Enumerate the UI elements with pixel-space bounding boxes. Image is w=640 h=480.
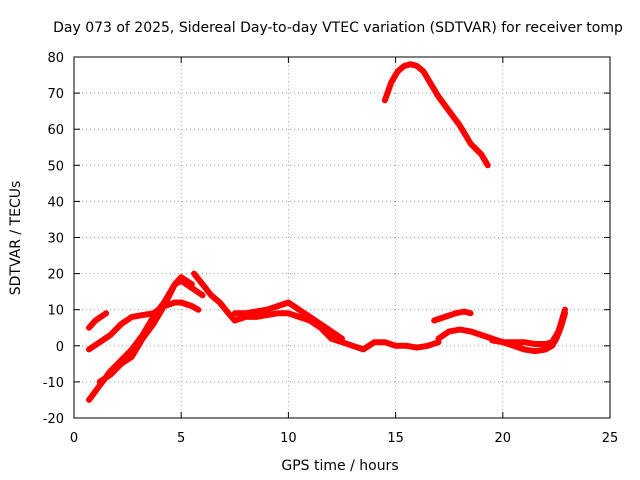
y-tick-label: 80 — [47, 51, 64, 66]
x-tick-label: 0 — [70, 431, 78, 446]
y-axis-label: SDTVAR / TECUs — [8, 181, 24, 296]
grid — [74, 57, 610, 418]
y-tick-label: 10 — [47, 304, 64, 319]
y-tick-label: 40 — [47, 195, 64, 210]
y-tick-label: 60 — [47, 123, 64, 138]
y-tick-label: 70 — [47, 87, 64, 102]
chart-title: Day 073 of 2025, Sidereal Day-to-day VTE… — [53, 20, 623, 36]
y-tick-labels: -20 -10 0 10 20 30 40 50 60 70 80 — [43, 51, 64, 427]
series-layer — [86, 61, 568, 403]
y-tick-label: 50 — [47, 159, 64, 174]
series-satellite-track-11 — [381, 61, 491, 169]
y-tick-label: 0 — [56, 340, 64, 355]
series-satellite-track-5 — [191, 270, 238, 324]
y-tick-label: -10 — [43, 376, 64, 391]
x-tick-label: 25 — [602, 431, 619, 446]
y-tick-label: -20 — [43, 412, 64, 427]
series-satellite-track-3 — [86, 310, 110, 331]
x-tick-label: 20 — [495, 431, 512, 446]
series-satellite-track-2 — [86, 299, 202, 353]
x-tick-labels: 0 5 10 15 20 25 — [70, 431, 618, 446]
y-tick-label: 20 — [47, 268, 64, 283]
ticks — [73, 56, 611, 419]
x-axis-label: GPS time / hours — [281, 458, 398, 474]
series-satellite-track-4 — [96, 274, 195, 385]
y-tick-label: 30 — [47, 232, 64, 247]
series-satellite-track-10 — [431, 308, 474, 324]
series-satellite-track-7 — [231, 299, 345, 342]
x-tick-label: 5 — [177, 431, 185, 446]
x-tick-label: 10 — [280, 431, 297, 446]
x-tick-label: 15 — [387, 431, 404, 446]
series-satellite-track-9 — [489, 306, 568, 347]
series-satellite-track-6 — [231, 310, 442, 353]
